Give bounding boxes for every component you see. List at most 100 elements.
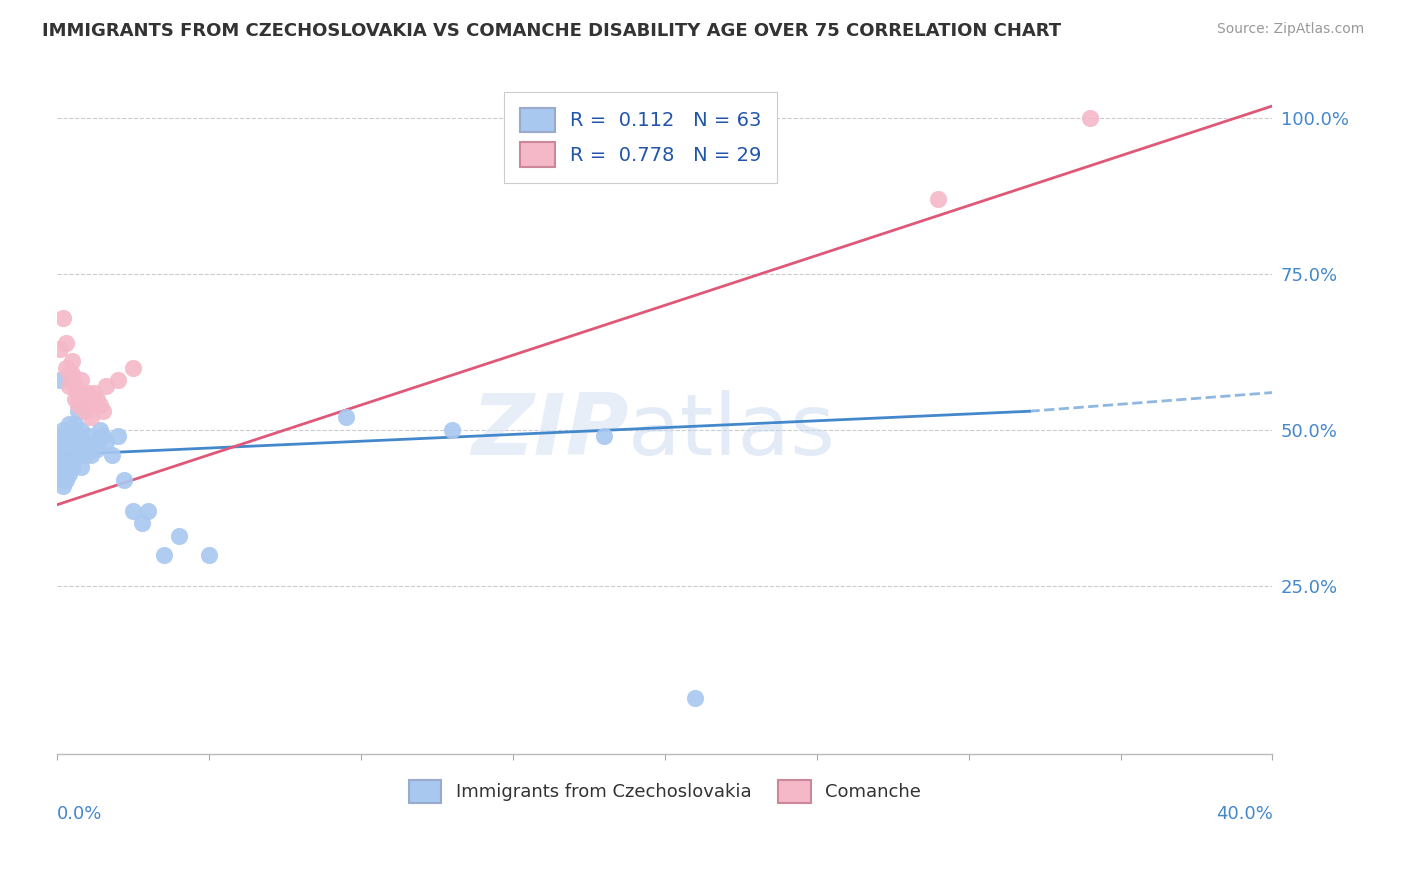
Point [73, 448, 96, 462]
Point [70, 460, 93, 475]
Point [65, 417, 87, 431]
Point [335, 410, 357, 425]
Point [94, 379, 117, 393]
Point [79, 398, 101, 412]
Point [55, 435, 77, 450]
Point [76, 385, 98, 400]
Text: 0.0%: 0.0% [58, 805, 103, 823]
Point [65, 379, 87, 393]
Legend: Immigrants from Czechoslovakia, Comanche: Immigrants from Czechoslovakia, Comanche [401, 772, 928, 810]
Point [89, 398, 111, 412]
Point [60, 367, 83, 381]
Text: ZIP: ZIP [471, 391, 628, 474]
Point [112, 473, 135, 487]
Point [52, 448, 75, 462]
Point [55, 460, 77, 475]
Point [58, 467, 80, 481]
Point [89, 423, 111, 437]
Point [65, 392, 87, 406]
Point [60, 435, 83, 450]
Point [70, 442, 93, 456]
Point [94, 435, 117, 450]
Point [58, 442, 80, 456]
Point [131, 516, 153, 531]
Point [49, 373, 72, 387]
Point [52, 479, 75, 493]
Point [79, 410, 101, 425]
Point [70, 423, 93, 437]
Point [67, 398, 90, 412]
Point [52, 435, 75, 450]
Point [60, 423, 83, 437]
Point [65, 429, 87, 443]
Point [91, 404, 114, 418]
Point [1078, 112, 1101, 126]
Point [58, 417, 80, 431]
Point [55, 473, 77, 487]
Point [83, 385, 105, 400]
Point [73, 404, 96, 418]
Point [55, 454, 77, 468]
Text: atlas: atlas [628, 391, 837, 474]
Point [60, 354, 83, 368]
Point [67, 448, 90, 462]
Point [79, 448, 101, 462]
Point [67, 385, 90, 400]
Point [49, 442, 72, 456]
Point [52, 454, 75, 468]
Point [441, 423, 464, 437]
Point [49, 429, 72, 443]
Point [60, 460, 83, 475]
Point [122, 504, 145, 518]
Point [86, 442, 108, 456]
Point [136, 504, 159, 518]
Y-axis label: Disability Age Over 75: Disability Age Over 75 [0, 318, 8, 504]
Point [55, 467, 77, 481]
Point [198, 548, 221, 562]
Point [55, 429, 77, 443]
Point [76, 429, 98, 443]
Point [593, 429, 616, 443]
Point [49, 342, 72, 356]
Point [55, 335, 77, 350]
Point [167, 529, 190, 543]
Point [67, 404, 90, 418]
Point [52, 460, 75, 475]
Point [152, 548, 174, 562]
Point [122, 360, 145, 375]
Point [49, 460, 72, 475]
Point [683, 690, 706, 705]
Point [76, 442, 98, 456]
Point [70, 373, 93, 387]
Text: IMMIGRANTS FROM CZECHOSLOVAKIA VS COMANCHE DISABILITY AGE OVER 75 CORRELATION CH: IMMIGRANTS FROM CZECHOSLOVAKIA VS COMANC… [42, 22, 1062, 40]
Point [70, 385, 93, 400]
Point [58, 379, 80, 393]
Point [927, 193, 949, 207]
Point [58, 429, 80, 443]
Point [52, 423, 75, 437]
Point [58, 454, 80, 468]
Point [107, 373, 129, 387]
Point [52, 310, 75, 325]
Text: 40.0%: 40.0% [1216, 805, 1272, 823]
Point [52, 442, 75, 456]
Point [49, 448, 72, 462]
Point [58, 367, 80, 381]
Point [101, 448, 124, 462]
Point [91, 429, 114, 443]
Point [76, 398, 98, 412]
Point [65, 442, 87, 456]
Point [52, 473, 75, 487]
Point [73, 392, 96, 406]
Point [67, 429, 90, 443]
Point [73, 435, 96, 450]
Point [86, 392, 108, 406]
Point [60, 448, 83, 462]
Point [107, 429, 129, 443]
Point [52, 467, 75, 481]
Point [83, 435, 105, 450]
Point [49, 454, 72, 468]
Point [55, 448, 77, 462]
Text: Source: ZipAtlas.com: Source: ZipAtlas.com [1216, 22, 1364, 37]
Point [55, 360, 77, 375]
